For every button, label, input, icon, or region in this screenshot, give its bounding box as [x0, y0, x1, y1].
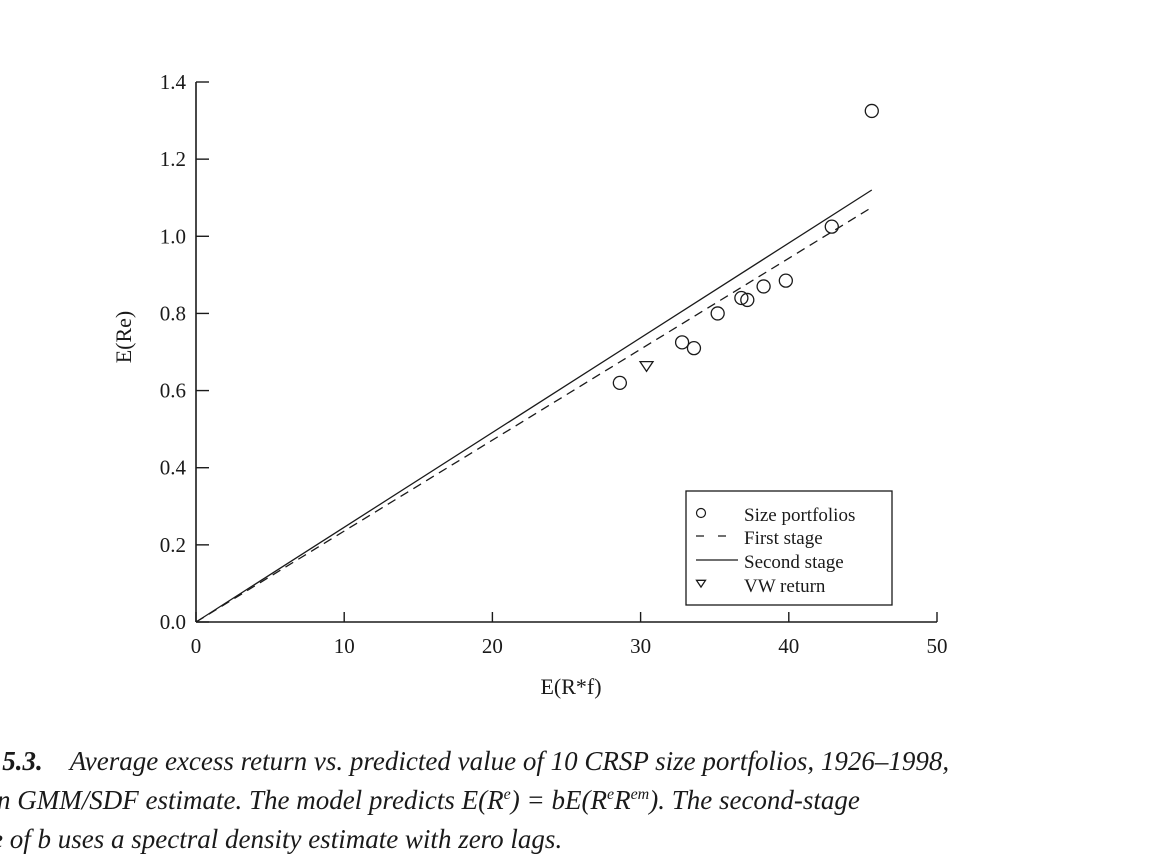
y-tick-label: 0.4 [160, 456, 187, 480]
vw-return-point [638, 360, 655, 373]
fit-lines [195, 189, 873, 623]
size-portfolio-point [734, 290, 749, 306]
size-portfolio-point [864, 103, 879, 119]
x-tick-label: 10 [334, 634, 355, 658]
caption-text-2b: ) = bE(R [510, 785, 607, 815]
caption-figure-number: e 15.3. [0, 746, 43, 776]
y-axis-label: E(Re) [111, 311, 136, 364]
legend-label: Second stage [744, 552, 844, 573]
caption-line-3: ate of b uses a spectral density estimat… [0, 820, 1140, 859]
size-portfolio-point [674, 335, 690, 350]
figure-caption: e 15.3. Average excess return vs. predic… [0, 742, 1140, 859]
ticks: 0 10 20 30 40 50 0.0 0.2 0.4 0.6 0.8 1.0 1.2 1.4 [160, 70, 948, 658]
axes [195, 82, 937, 623]
y-tick-label: 1.4 [160, 70, 187, 94]
caption-text-2c: R [614, 785, 631, 815]
caption-line-2: on GMM/SDF estimate. The model predicts … [0, 781, 1140, 820]
caption-text-2d: ). The second-stage [649, 785, 860, 815]
caption-sup-2: e [606, 786, 615, 803]
y-tick-label: 0.0 [160, 610, 186, 634]
x-tick-label: 30 [630, 634, 651, 658]
legend-label: First stage [744, 528, 823, 549]
y-tick-label: 0.2 [160, 533, 186, 557]
y-tick-label: 1.2 [160, 147, 186, 171]
x-tick-label: 0 [191, 634, 202, 658]
caption-text-1: Average excess return vs. predicted valu… [69, 746, 950, 776]
x-axis-label: E(R*f) [540, 674, 601, 699]
caption-sup-3: em [630, 786, 650, 803]
caption-text-2a: on GMM/SDF estimate. The model predicts … [0, 785, 504, 815]
second-stage-line [195, 189, 873, 623]
x-tick-label: 20 [482, 634, 503, 658]
caption-text-3: ate of b uses a spectral density estimat… [0, 824, 563, 854]
y-tick-label: 1.0 [160, 224, 186, 248]
size-portfolio-point [824, 219, 839, 234]
legend-triangle-icon [695, 579, 707, 589]
size-portfolio-point [710, 306, 725, 321]
x-tick-label: 50 [927, 634, 948, 658]
legend-label: VW return [744, 576, 826, 597]
size-portfolio-point [778, 273, 793, 288]
caption-line-1: e 15.3. Average excess return vs. predic… [0, 742, 1140, 781]
y-tick-label: 0.8 [160, 301, 186, 325]
first-stage-line [195, 206, 873, 623]
legend-label: Size portfolios [744, 505, 855, 526]
x-tick-label: 40 [778, 634, 799, 658]
size-portfolio-point [740, 292, 755, 308]
y-tick-label: 0.6 [160, 379, 186, 403]
chart: 0 10 20 30 40 50 0.0 0.2 0.4 0.6 0.8 1.0 1.2 1.4 E(R*… [111, 70, 948, 699]
size-portfolio-point [756, 279, 771, 294]
size-portfolio-point [686, 340, 702, 356]
legend-box [685, 490, 893, 606]
caption-sup-1: e [503, 786, 511, 803]
data-points [612, 103, 879, 391]
size-portfolio-point [612, 375, 628, 391]
legend-circle-icon [695, 507, 707, 519]
